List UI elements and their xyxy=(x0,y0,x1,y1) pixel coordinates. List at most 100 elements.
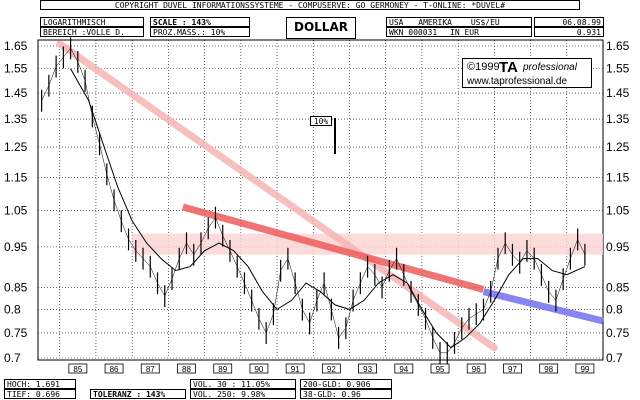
resistance-band xyxy=(132,233,603,255)
price-segment xyxy=(331,309,339,338)
price-segment xyxy=(63,48,71,58)
tief-box: TIEF: 0.696 xyxy=(4,389,76,399)
price-segment xyxy=(77,61,86,81)
y-tick-label-right: 0.95 xyxy=(606,240,630,254)
price-segment xyxy=(244,283,252,301)
gld200-box: 200-GLD: 0.906 xyxy=(300,379,392,389)
x-tick-box xyxy=(68,363,88,374)
x-tick-label: 95 xyxy=(436,365,445,374)
hoch-box: HOCH: 1.691 xyxy=(4,379,76,389)
date-box: 06.08.99 xyxy=(534,17,604,27)
price-segment xyxy=(164,278,173,297)
price-segment xyxy=(425,318,434,338)
credit-brand-sub: professional xyxy=(523,62,577,73)
price-segment xyxy=(360,266,368,284)
y-tick-label-right: 1.05 xyxy=(606,203,630,217)
price-segment xyxy=(533,258,542,275)
range-box: BEREICH :VOLLE D. xyxy=(40,27,144,37)
price-segment xyxy=(476,309,484,315)
x-tick-box xyxy=(321,363,341,374)
price-segment xyxy=(512,254,520,263)
x-tick-label: 89 xyxy=(218,365,227,374)
x-tick-box xyxy=(177,363,196,374)
plot-frame xyxy=(37,39,604,361)
price-segment xyxy=(490,258,499,292)
x-tick-label: 87 xyxy=(146,365,155,374)
gld38-box: 38-GLD: 0.96 xyxy=(300,389,392,399)
y-tick-label-right: 0.7 xyxy=(606,351,623,365)
credit-url: www.taprofessional.de xyxy=(467,76,568,87)
last-value-box: 0.931 xyxy=(534,27,604,37)
scale-mode-box: LOGARITHMISCH xyxy=(40,17,144,27)
y-tick-label-left: 1.45 xyxy=(4,86,28,100)
x-tick-label: 85 xyxy=(73,365,82,374)
region: USA xyxy=(389,18,404,27)
chart-title: DOLLAR xyxy=(286,17,356,39)
price-segment xyxy=(432,337,441,353)
toleranz-box: TOLERANZ : 143% xyxy=(90,389,186,399)
y-tick-label-left: 0.95 xyxy=(4,240,28,254)
price-segment xyxy=(309,300,318,324)
price-segment xyxy=(280,258,289,271)
price-segment xyxy=(106,174,115,201)
price-segment xyxy=(541,274,549,292)
price-segment xyxy=(461,318,470,329)
price-segment xyxy=(410,291,419,306)
price-segment xyxy=(193,242,202,255)
y-tick-label-right: 1.45 xyxy=(606,86,630,100)
price-segment xyxy=(577,239,586,255)
x-tick-label: 93 xyxy=(363,365,372,374)
wkn-row: WKN 000031 IN EUR xyxy=(386,27,532,37)
y-tick-label-left: 1.05 xyxy=(4,203,28,217)
x-tick-box xyxy=(285,363,305,374)
price-segment xyxy=(294,283,303,310)
region-name: AMERIKA xyxy=(418,18,452,27)
credit-copyright: ©1999 xyxy=(467,61,500,73)
annotation-bar xyxy=(334,118,336,154)
wkn: WKN 000031 xyxy=(389,28,438,37)
y-tick-label-right: 1.55 xyxy=(606,62,630,76)
y-tick-label-right: 0.75 xyxy=(606,326,630,340)
trendline-mid-down xyxy=(181,203,485,293)
x-tick-label: 90 xyxy=(254,365,263,374)
price-segment xyxy=(92,116,100,145)
price-segment xyxy=(215,217,223,236)
price-segment xyxy=(570,239,578,259)
price-segment xyxy=(150,266,158,284)
trendline-long-down xyxy=(56,40,498,352)
price-segment xyxy=(251,300,260,319)
trendline-blue xyxy=(482,288,604,325)
y-tick-label-left: 0.75 xyxy=(4,326,28,340)
price-segment xyxy=(258,318,267,334)
y-tick-label-right: 0.85 xyxy=(606,280,630,294)
x-tick-label: 98 xyxy=(544,365,553,374)
x-tick-box xyxy=(575,363,595,374)
vol250-box: VOL. 250: 9.98% xyxy=(190,389,296,399)
price-segment xyxy=(48,66,57,86)
x-tick-label: 97 xyxy=(508,365,517,374)
price-segment xyxy=(55,57,64,67)
x-tick-box xyxy=(466,363,486,374)
y-tick-label-left: 1.55 xyxy=(4,62,28,76)
y-tick-label-right: 0.8 xyxy=(606,302,623,316)
price-segment xyxy=(186,242,194,255)
price-segment xyxy=(229,250,238,267)
x-tick-label: 99 xyxy=(580,365,589,374)
y-tick-label-left: 1.15 xyxy=(4,170,28,184)
price-segment xyxy=(113,200,122,222)
y-tick-label-right: 1.35 xyxy=(606,112,630,126)
x-tick-box xyxy=(249,363,269,374)
x-tick-box xyxy=(394,363,414,374)
credit-brand: TA xyxy=(499,59,518,76)
vol30-box: VOL. 30 : 11.05% xyxy=(190,379,296,389)
price-segment xyxy=(179,242,187,259)
pair: US$/EU xyxy=(470,18,500,27)
x-tick-box xyxy=(140,363,160,374)
prozmass-box: PROZ.MASS.: 10% xyxy=(150,27,250,37)
y-tick-label-left: 0.7 xyxy=(4,351,21,365)
price-segment xyxy=(454,327,462,343)
x-tick-label: 86 xyxy=(110,365,119,374)
y-tick-label-right: 1.25 xyxy=(606,140,630,154)
price-segment xyxy=(128,239,136,251)
